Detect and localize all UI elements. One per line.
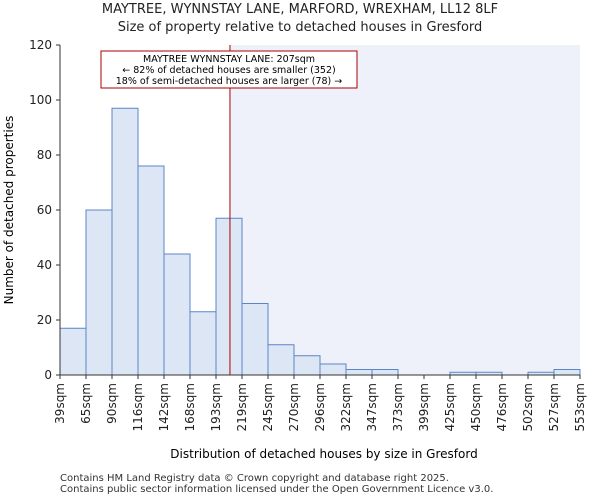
histogram-bar bbox=[371, 369, 399, 376]
y-tick-label: 60 bbox=[37, 203, 52, 217]
footer-line1: Contains HM Land Registry data © Crown c… bbox=[60, 473, 449, 484]
y-tick-label: 120 bbox=[29, 38, 52, 52]
chart-title-line2: Size of property relative to detached ho… bbox=[117, 20, 483, 35]
x-tick-label: 502sqm bbox=[521, 383, 535, 431]
x-tick-label: 65sqm bbox=[79, 383, 93, 424]
larger-region-shade bbox=[229, 45, 580, 375]
annotation-line1: MAYTREE WYNNSTAY LANE: 207sqm bbox=[143, 54, 315, 65]
x-tick-label: 425sqm bbox=[443, 383, 457, 431]
annotation-box: MAYTREE WYNNSTAY LANE: 207sqm ← 82% of d… bbox=[100, 50, 358, 89]
histogram-bar bbox=[111, 107, 139, 376]
x-tick-label: 193sqm bbox=[209, 383, 223, 431]
x-tick-label: 245sqm bbox=[261, 383, 275, 431]
y-tick-label: 40 bbox=[37, 258, 52, 272]
x-tick-label: 142sqm bbox=[157, 383, 171, 431]
y-tick-label: 20 bbox=[37, 313, 52, 327]
histogram-bar bbox=[59, 327, 87, 376]
histogram-bar bbox=[319, 363, 347, 376]
histogram-bar bbox=[293, 355, 321, 376]
footer-line2: Contains public sector information licen… bbox=[60, 484, 494, 495]
histogram-bar bbox=[267, 344, 295, 376]
x-tick-label: 270sqm bbox=[287, 383, 301, 431]
x-tick-label: 450sqm bbox=[469, 383, 483, 431]
x-axis-label: Distribution of detached houses by size … bbox=[170, 447, 477, 461]
histogram-bar bbox=[215, 217, 243, 376]
y-tick-label: 0 bbox=[44, 368, 52, 382]
histogram-bar bbox=[189, 311, 217, 376]
x-tick-label: 90sqm bbox=[105, 383, 119, 424]
histogram-bar bbox=[345, 369, 373, 376]
y-tick-label: 100 bbox=[29, 93, 52, 107]
annotation-line2: ← 82% of detached houses are smaller (35… bbox=[122, 65, 335, 76]
x-tick-label: 527sqm bbox=[547, 383, 561, 431]
x-tick-label: 296sqm bbox=[313, 383, 327, 431]
annotation-border bbox=[100, 50, 358, 89]
histogram-bar bbox=[163, 253, 191, 376]
x-tick-label: 168sqm bbox=[183, 383, 197, 431]
histogram-bar bbox=[553, 369, 581, 376]
x-tick-label: 373sqm bbox=[391, 383, 405, 431]
x-tick-label: 347sqm bbox=[365, 383, 379, 431]
histogram-bar bbox=[241, 303, 269, 376]
x-tick-label: 39sqm bbox=[53, 383, 67, 424]
x-tick-label: 116sqm bbox=[131, 383, 145, 431]
x-tick-label: 553sqm bbox=[573, 383, 587, 431]
x-tick-label: 476sqm bbox=[495, 383, 509, 431]
histogram-bar bbox=[85, 209, 113, 376]
y-tick-label: 80 bbox=[37, 148, 52, 162]
y-axis-label: Number of detached properties bbox=[2, 116, 16, 305]
x-tick-label: 399sqm bbox=[417, 383, 431, 431]
annotation-line3: 18% of semi-detached houses are larger (… bbox=[116, 76, 343, 87]
x-tick-label: 322sqm bbox=[339, 383, 353, 431]
x-tick-label: 219sqm bbox=[235, 383, 249, 431]
histogram-bar bbox=[137, 165, 165, 376]
chart-title-line1: MAYTREE, WYNNSTAY LANE, MARFORD, WREXHAM… bbox=[101, 2, 499, 17]
